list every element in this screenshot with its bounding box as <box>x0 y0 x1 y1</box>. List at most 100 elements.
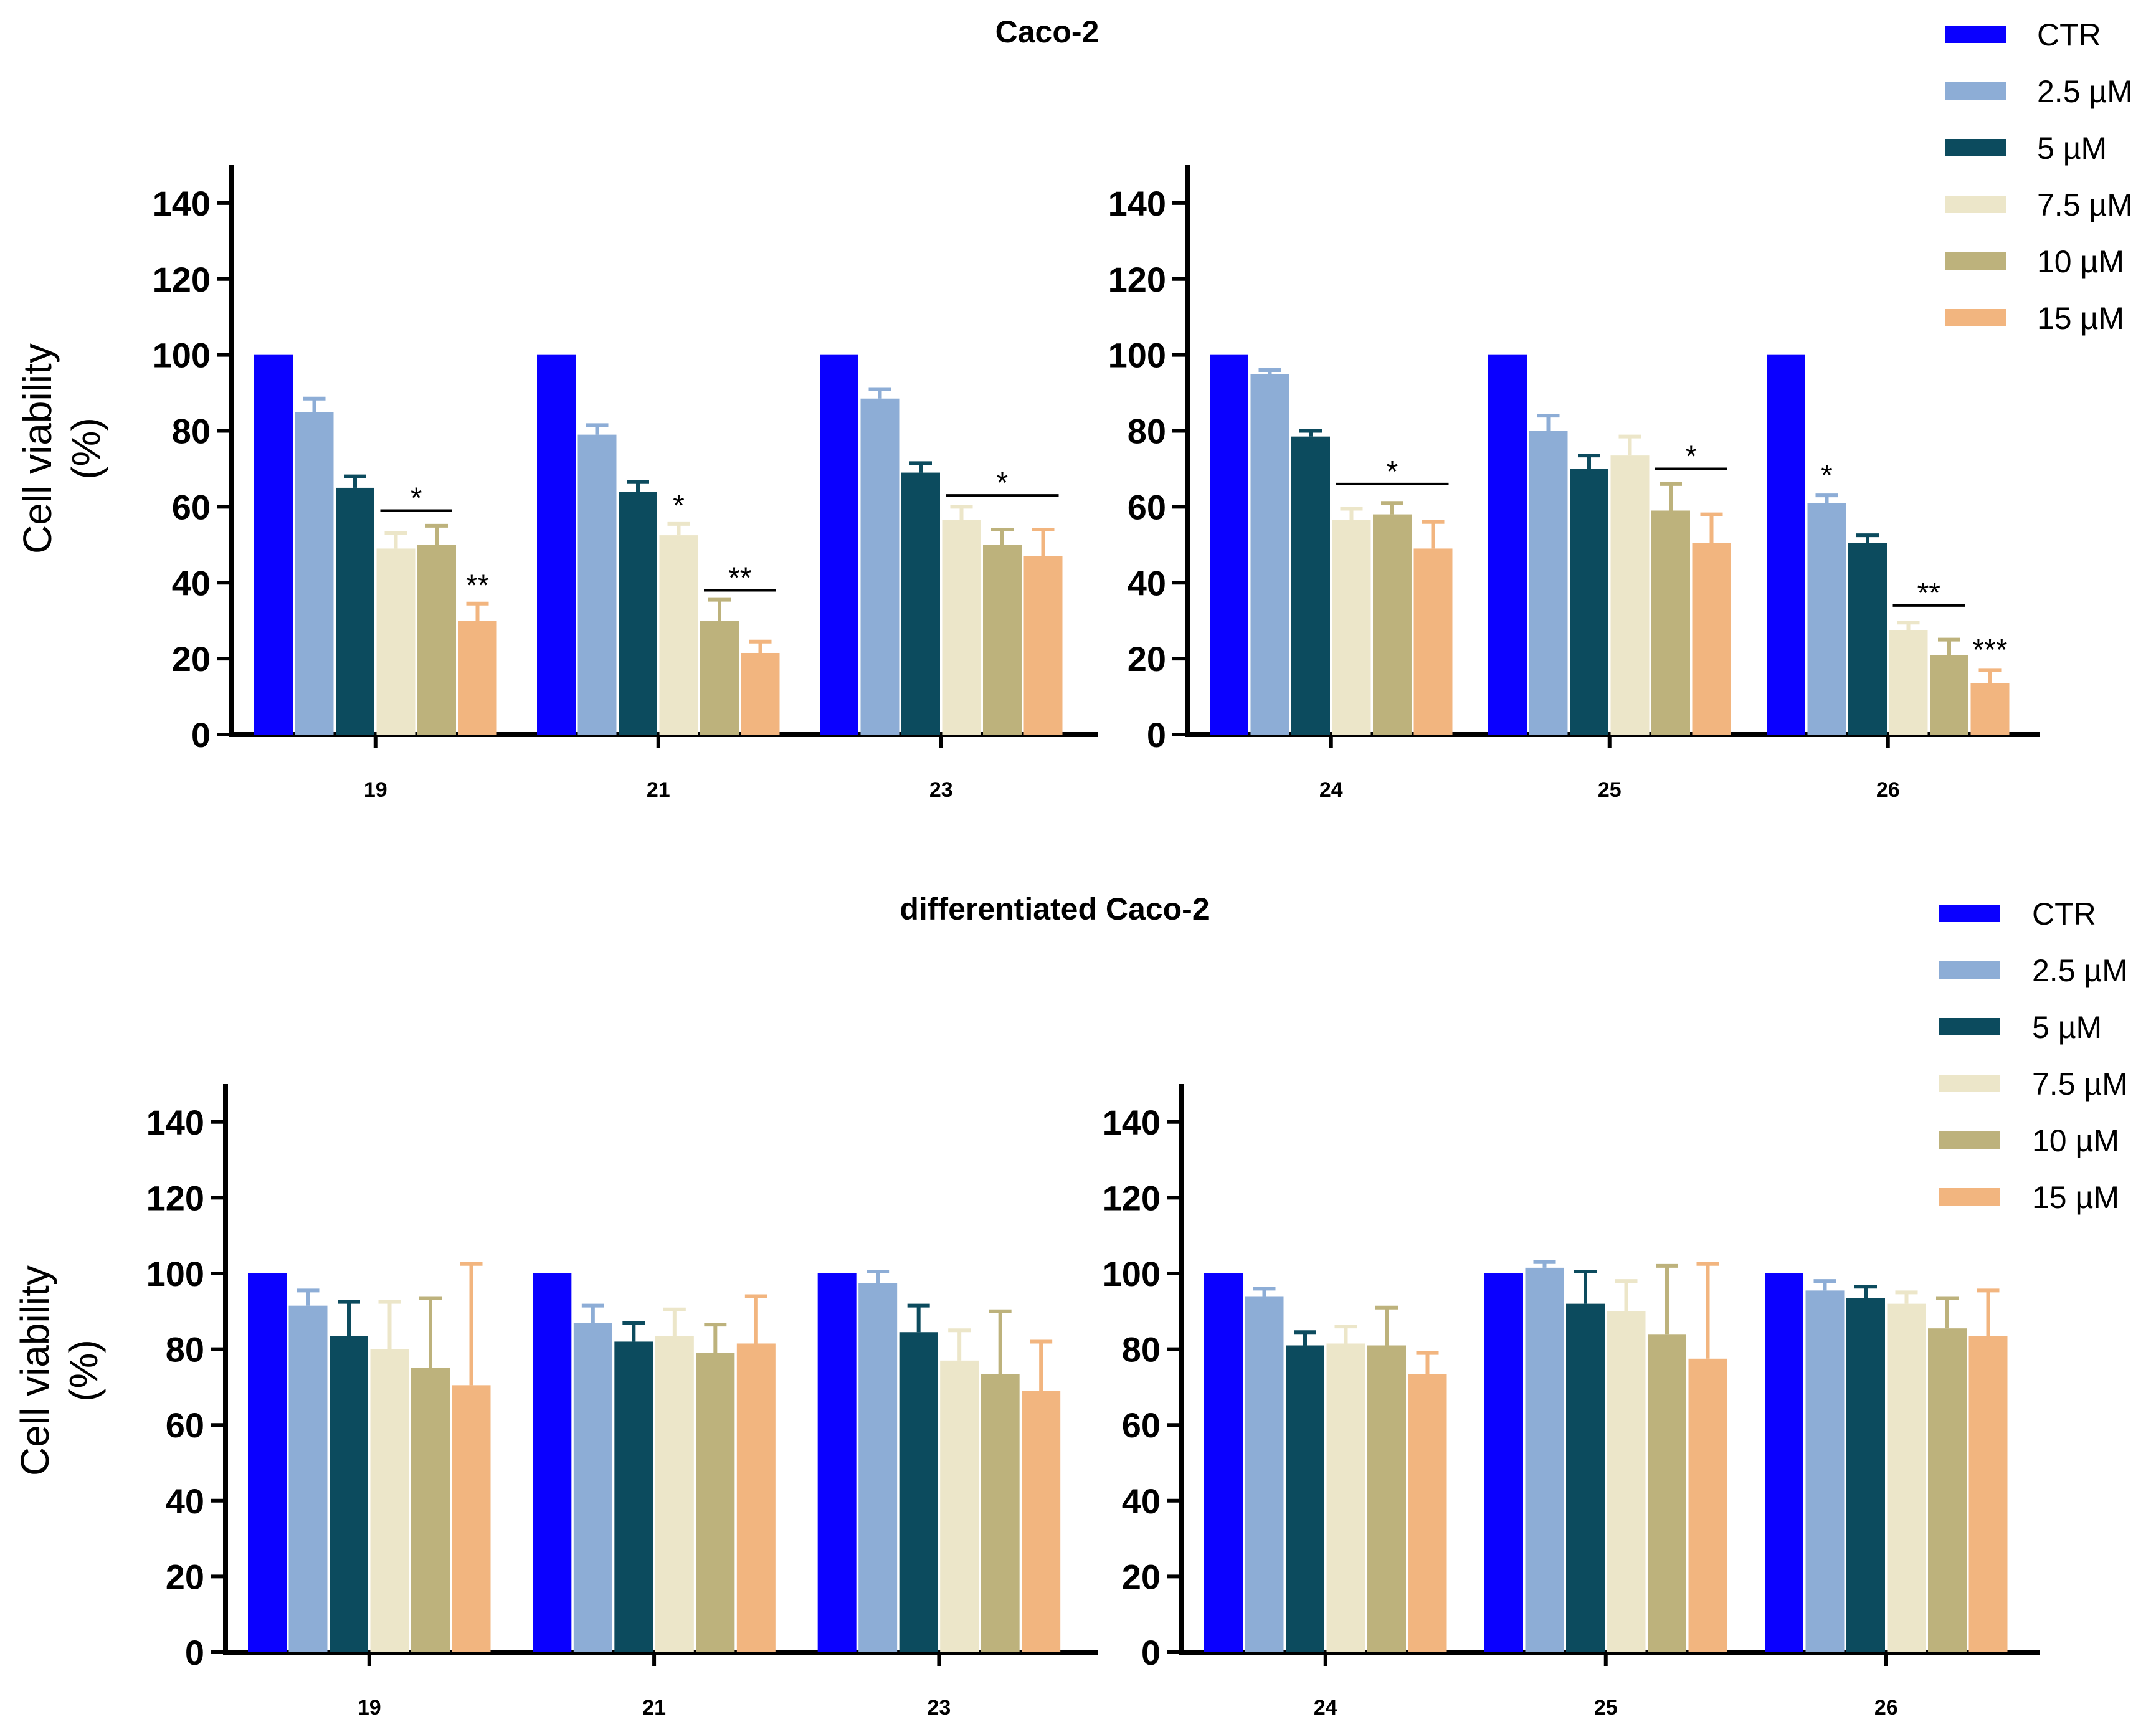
legend-bottom: CTR 2.5 µM 5 µM 7.5 µM 10 µM 15 µM <box>1939 897 2128 1215</box>
significance-label: * <box>1685 440 1697 473</box>
y-tick-label: 40 <box>166 1482 204 1521</box>
y-tick-label: 140 <box>1108 184 1166 223</box>
bar <box>1373 514 1412 735</box>
x-tick-label: 26 <box>1876 778 1900 802</box>
bar <box>940 1360 979 1652</box>
bar <box>1846 1298 1885 1652</box>
bar <box>573 1323 612 1652</box>
legend-swatch <box>1939 1131 2000 1149</box>
bar <box>452 1385 491 1652</box>
legend-label: 7.5 µM <box>2032 1067 2128 1102</box>
y-tick-label: 120 <box>1108 260 1166 299</box>
y-tick-label: 20 <box>172 639 211 678</box>
bar <box>1484 1273 1523 1652</box>
bar <box>1807 503 1846 735</box>
bar <box>614 1341 653 1652</box>
bar <box>1326 1343 1365 1652</box>
bar <box>858 1283 898 1652</box>
bar <box>376 548 416 735</box>
bar <box>1805 1290 1845 1652</box>
significance-label: * <box>1387 455 1399 488</box>
bar <box>1408 1374 1447 1652</box>
x-tick-label: 19 <box>364 778 387 802</box>
legend-top: CTR 2.5 µM 5 µM 7.5 µM 10 µM 15 µM <box>1945 17 2133 336</box>
bar <box>655 1336 694 1652</box>
bar <box>1765 1273 1803 1652</box>
bar <box>820 354 858 735</box>
bar <box>330 1336 368 1652</box>
panel-diff-caco2-24-25-26: 0 20 40 60 80 100 120 140 24 25 26 <box>1103 1084 2040 1720</box>
ylabel-bottom-line2: (%) <box>61 1339 106 1402</box>
bar <box>458 621 497 735</box>
legend-swatch <box>1945 196 2006 213</box>
bar <box>1332 520 1371 735</box>
bar <box>700 621 739 735</box>
bar <box>254 354 293 735</box>
bar <box>1887 1303 1926 1652</box>
y-tick-label: 140 <box>146 1103 204 1142</box>
bar <box>370 1349 409 1652</box>
y-tick-label: 0 <box>185 1633 204 1672</box>
bar <box>1767 354 1805 735</box>
legend-swatch <box>1945 139 2006 156</box>
bar <box>817 1273 857 1652</box>
bar <box>1023 556 1063 735</box>
bar <box>860 398 900 735</box>
legend-label: 2.5 µM <box>2032 953 2128 988</box>
y-tick-label: 40 <box>1122 1482 1161 1521</box>
legend-swatch <box>1939 905 2000 922</box>
y-tick-label: 120 <box>146 1178 204 1217</box>
bar <box>899 1332 938 1652</box>
legend-label: 15 µM <box>2032 1180 2119 1215</box>
bar <box>1648 1334 1686 1652</box>
bar <box>1250 374 1289 735</box>
bar <box>1651 510 1690 735</box>
significance-label: * <box>673 490 685 523</box>
significance-label: ** <box>466 569 489 602</box>
bar <box>1610 455 1650 735</box>
significance-label: ** <box>1917 577 1940 610</box>
differentiated-caco2-title: differentiated Caco-2 <box>900 892 1209 926</box>
bar <box>1848 543 1887 735</box>
legend-label: 5 µM <box>2037 131 2107 166</box>
bar <box>417 545 456 735</box>
bar <box>1022 1391 1061 1652</box>
bar <box>1210 354 1248 735</box>
legend-swatch <box>1945 26 2006 43</box>
y-tick-label: 80 <box>1128 412 1166 451</box>
panel-diff-caco2-19-21-23: 0 20 40 60 80 100 120 140 19 21 23 <box>146 1084 1098 1720</box>
y-tick-label: 0 <box>191 715 211 754</box>
y-tick-label: 40 <box>172 563 211 602</box>
legend-swatch <box>1945 309 2006 326</box>
bar <box>1928 1328 1967 1652</box>
ylabel-bottom-line1: Cell viability <box>12 1265 57 1476</box>
bar <box>983 545 1022 735</box>
bar <box>288 1305 328 1652</box>
bar <box>981 1374 1020 1652</box>
x-tick-label: 21 <box>647 778 670 802</box>
y-tick-label: 140 <box>1103 1103 1161 1142</box>
x-tick-label: 26 <box>1874 1696 1898 1720</box>
bar <box>1291 436 1330 735</box>
x-tick-label: 21 <box>642 1696 666 1720</box>
bar <box>1413 548 1453 735</box>
x-tick-label: 19 <box>358 1696 381 1720</box>
bar <box>1570 469 1608 735</box>
legend-label: 10 µM <box>2032 1123 2119 1158</box>
bar <box>1607 1311 1646 1652</box>
bar <box>1204 1273 1243 1652</box>
bar <box>1930 655 1968 735</box>
y-tick-label: 100 <box>153 336 211 375</box>
ylabel-top-line1: Cell viability <box>15 343 60 554</box>
legend-label: CTR <box>2037 17 2101 52</box>
significance-label: ** <box>728 561 751 594</box>
legend-label: 2.5 µM <box>2037 74 2133 109</box>
bar <box>1566 1303 1605 1652</box>
bar <box>1688 1358 1727 1652</box>
x-tick-label: 25 <box>1598 778 1622 802</box>
bar <box>1367 1345 1406 1652</box>
legend-swatch <box>1945 82 2006 100</box>
bar <box>1692 543 1731 735</box>
